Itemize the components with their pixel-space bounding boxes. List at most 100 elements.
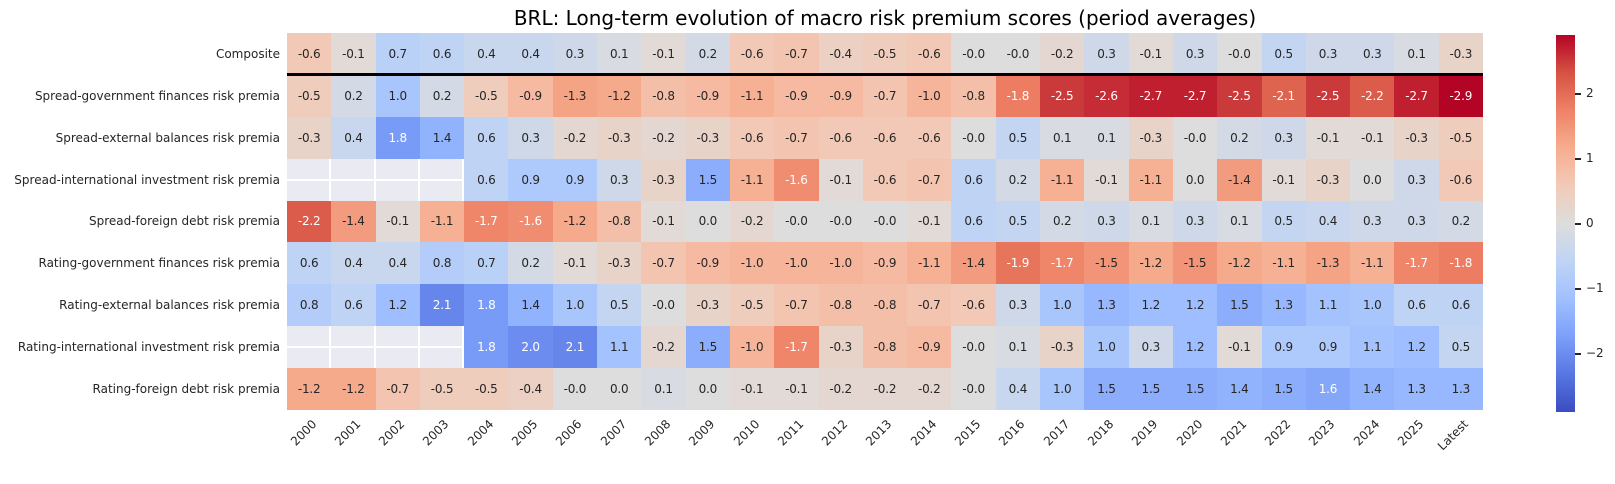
heatmap-cell: -0.6 bbox=[1438, 158, 1483, 201]
heatmap-cell: -1.2 bbox=[597, 74, 642, 117]
heatmap-cell: -0.6 bbox=[862, 116, 908, 159]
colorbar-tick-label: 0 bbox=[1586, 216, 1594, 230]
heatmap-cell: 1.8 bbox=[464, 326, 509, 369]
heatmap-cell: -0.5 bbox=[1438, 116, 1483, 159]
heatmap-cell: -0.1 bbox=[907, 200, 952, 243]
heatmap-cell bbox=[331, 158, 376, 201]
heatmap-cell: -1.7 bbox=[774, 326, 819, 369]
heatmap-cell: -0.7 bbox=[907, 158, 952, 201]
heatmap-cell: -0.3 bbox=[1438, 33, 1483, 75]
heatmap-cell: -0.0 bbox=[641, 284, 686, 327]
heatmap-cell: 0.3 bbox=[1350, 33, 1395, 75]
heatmap-cell: -0.1 bbox=[375, 200, 420, 243]
heatmap-cell: -0.7 bbox=[907, 284, 952, 327]
heatmap-cell: 0.7 bbox=[375, 33, 420, 75]
heatmap-cell: -0.7 bbox=[862, 74, 908, 117]
heatmap-cell: -0.2 bbox=[907, 368, 952, 410]
heatmap-cell: -2.5 bbox=[1305, 74, 1351, 117]
heatmap-cell: -2.1 bbox=[1261, 74, 1306, 117]
heatmap-cell: 0.3 bbox=[1305, 33, 1351, 75]
heatmap-cell bbox=[375, 158, 420, 201]
heatmap-cell: -0.3 bbox=[597, 116, 642, 159]
heatmap-cell: 0.4 bbox=[1305, 200, 1351, 243]
heatmap-cell: 0.3 bbox=[1394, 200, 1439, 243]
heatmap-cell: -0.7 bbox=[774, 33, 819, 75]
heatmap-cell: 0.3 bbox=[552, 33, 598, 75]
heatmap-cell: -0.0 bbox=[862, 200, 908, 243]
heatmap-cell: -1.4 bbox=[1217, 158, 1262, 201]
heatmap-cell bbox=[331, 326, 376, 369]
heatmap-cell: 0.3 bbox=[1128, 326, 1173, 369]
heatmap-cell: -0.2 bbox=[862, 368, 908, 410]
heatmap-cell: -0.6 bbox=[818, 116, 863, 159]
heatmap-cell bbox=[419, 326, 465, 369]
chart-title: BRL: Long-term evolution of macro risk p… bbox=[513, 6, 1257, 30]
heatmap-cell: 1.2 bbox=[375, 284, 420, 327]
heatmap-cell: 1.4 bbox=[1217, 368, 1262, 410]
heatmap-cell: -0.1 bbox=[1261, 158, 1306, 201]
heatmap-cell: 0.6 bbox=[1394, 284, 1439, 327]
heatmap-cell: -0.1 bbox=[729, 368, 775, 410]
heatmap-cell: 1.1 bbox=[1350, 326, 1395, 369]
heatmap-grid: -0.6 -0.1 0.7 0.6 0.4 0.4 0.3 0.1 -0.1 0.2 -0.6 -0.… bbox=[287, 33, 1483, 410]
heatmap-cell: -0.1 bbox=[1128, 33, 1173, 75]
heatmap-cell: -0.3 bbox=[818, 326, 863, 369]
heatmap-cell: -0.2 bbox=[818, 368, 863, 410]
heatmap-cell bbox=[419, 158, 465, 201]
heatmap-cell: 0.3 bbox=[597, 158, 642, 201]
heatmap-cell: 1.4 bbox=[419, 116, 465, 159]
row-label: Rating-external balances risk premia bbox=[59, 298, 280, 313]
row-label: Spread-government finances risk premia bbox=[34, 88, 280, 103]
colorbar-tick-label: −1 bbox=[1586, 281, 1604, 295]
heatmap-cell: 1.4 bbox=[508, 284, 553, 327]
heatmap-cell: 1.3 bbox=[1438, 368, 1483, 410]
row-label: Composite bbox=[215, 46, 280, 61]
heatmap-cell: -1.6 bbox=[508, 200, 553, 243]
heatmap-cell: 1.8 bbox=[375, 116, 420, 159]
heatmap-cell: -1.2 bbox=[1128, 242, 1173, 285]
heatmap-cell: -0.8 bbox=[597, 200, 642, 243]
heatmap-cell: -1.2 bbox=[331, 368, 376, 410]
heatmap-cell: -1.3 bbox=[552, 74, 598, 117]
heatmap-cell: 0.6 bbox=[419, 33, 465, 75]
heatmap-cell: 1.1 bbox=[1305, 284, 1351, 327]
heatmap-cell: 0.6 bbox=[331, 284, 376, 327]
heatmap-cell: 0.5 bbox=[1261, 33, 1306, 75]
heatmap-cell: -0.6 bbox=[907, 33, 952, 75]
heatmap-cell: 1.5 bbox=[1261, 368, 1306, 410]
heatmap-cell: 0.3 bbox=[995, 284, 1041, 327]
heatmap-cell: 0.4 bbox=[375, 242, 420, 285]
heatmap-cell: 1.3 bbox=[1394, 368, 1439, 410]
heatmap-cell: -0.2 bbox=[641, 326, 686, 369]
heatmap-cell: -1.9 bbox=[995, 242, 1041, 285]
heatmap-cell: -1.0 bbox=[729, 242, 775, 285]
heatmap-cell: 0.2 bbox=[1217, 116, 1262, 159]
heatmap-cell: -1.1 bbox=[729, 158, 775, 201]
heatmap-cell: -0.1 bbox=[1350, 116, 1395, 159]
colorbar bbox=[1556, 35, 1575, 412]
heatmap-cell: -0.9 bbox=[508, 74, 553, 117]
heatmap-cell: 0.0 bbox=[1172, 158, 1218, 201]
heatmap-cell: -0.1 bbox=[331, 33, 376, 75]
heatmap-cell: -0.5 bbox=[287, 74, 332, 117]
heatmap-cell: -0.2 bbox=[1040, 33, 1085, 75]
heatmap-cell: 1.2 bbox=[1128, 284, 1173, 327]
heatmap-cell: -1.1 bbox=[907, 242, 952, 285]
heatmap-cell: -0.0 bbox=[951, 368, 996, 410]
heatmap-cell: -0.8 bbox=[818, 284, 863, 327]
heatmap-cell: -0.4 bbox=[508, 368, 553, 410]
row-label: Rating-international investment risk pre… bbox=[17, 340, 280, 355]
heatmap-cell: -1.7 bbox=[1394, 242, 1439, 285]
heatmap-cell: -2.7 bbox=[1394, 74, 1439, 117]
heatmap-cell: -0.0 bbox=[951, 116, 996, 159]
heatmap-cell: -0.6 bbox=[907, 116, 952, 159]
heatmap-cell: -0.2 bbox=[729, 200, 775, 243]
heatmap-cell: -1.7 bbox=[1040, 242, 1085, 285]
heatmap-cell: -0.8 bbox=[862, 284, 908, 327]
heatmap-cell: -0.0 bbox=[995, 33, 1041, 75]
heatmap-cell: -0.3 bbox=[1128, 116, 1173, 159]
heatmap-cell: -0.9 bbox=[774, 74, 819, 117]
heatmap-cell: -0.1 bbox=[641, 200, 686, 243]
heatmap-cell: -1.1 bbox=[729, 74, 775, 117]
heatmap-cell: -0.0 bbox=[552, 368, 598, 410]
